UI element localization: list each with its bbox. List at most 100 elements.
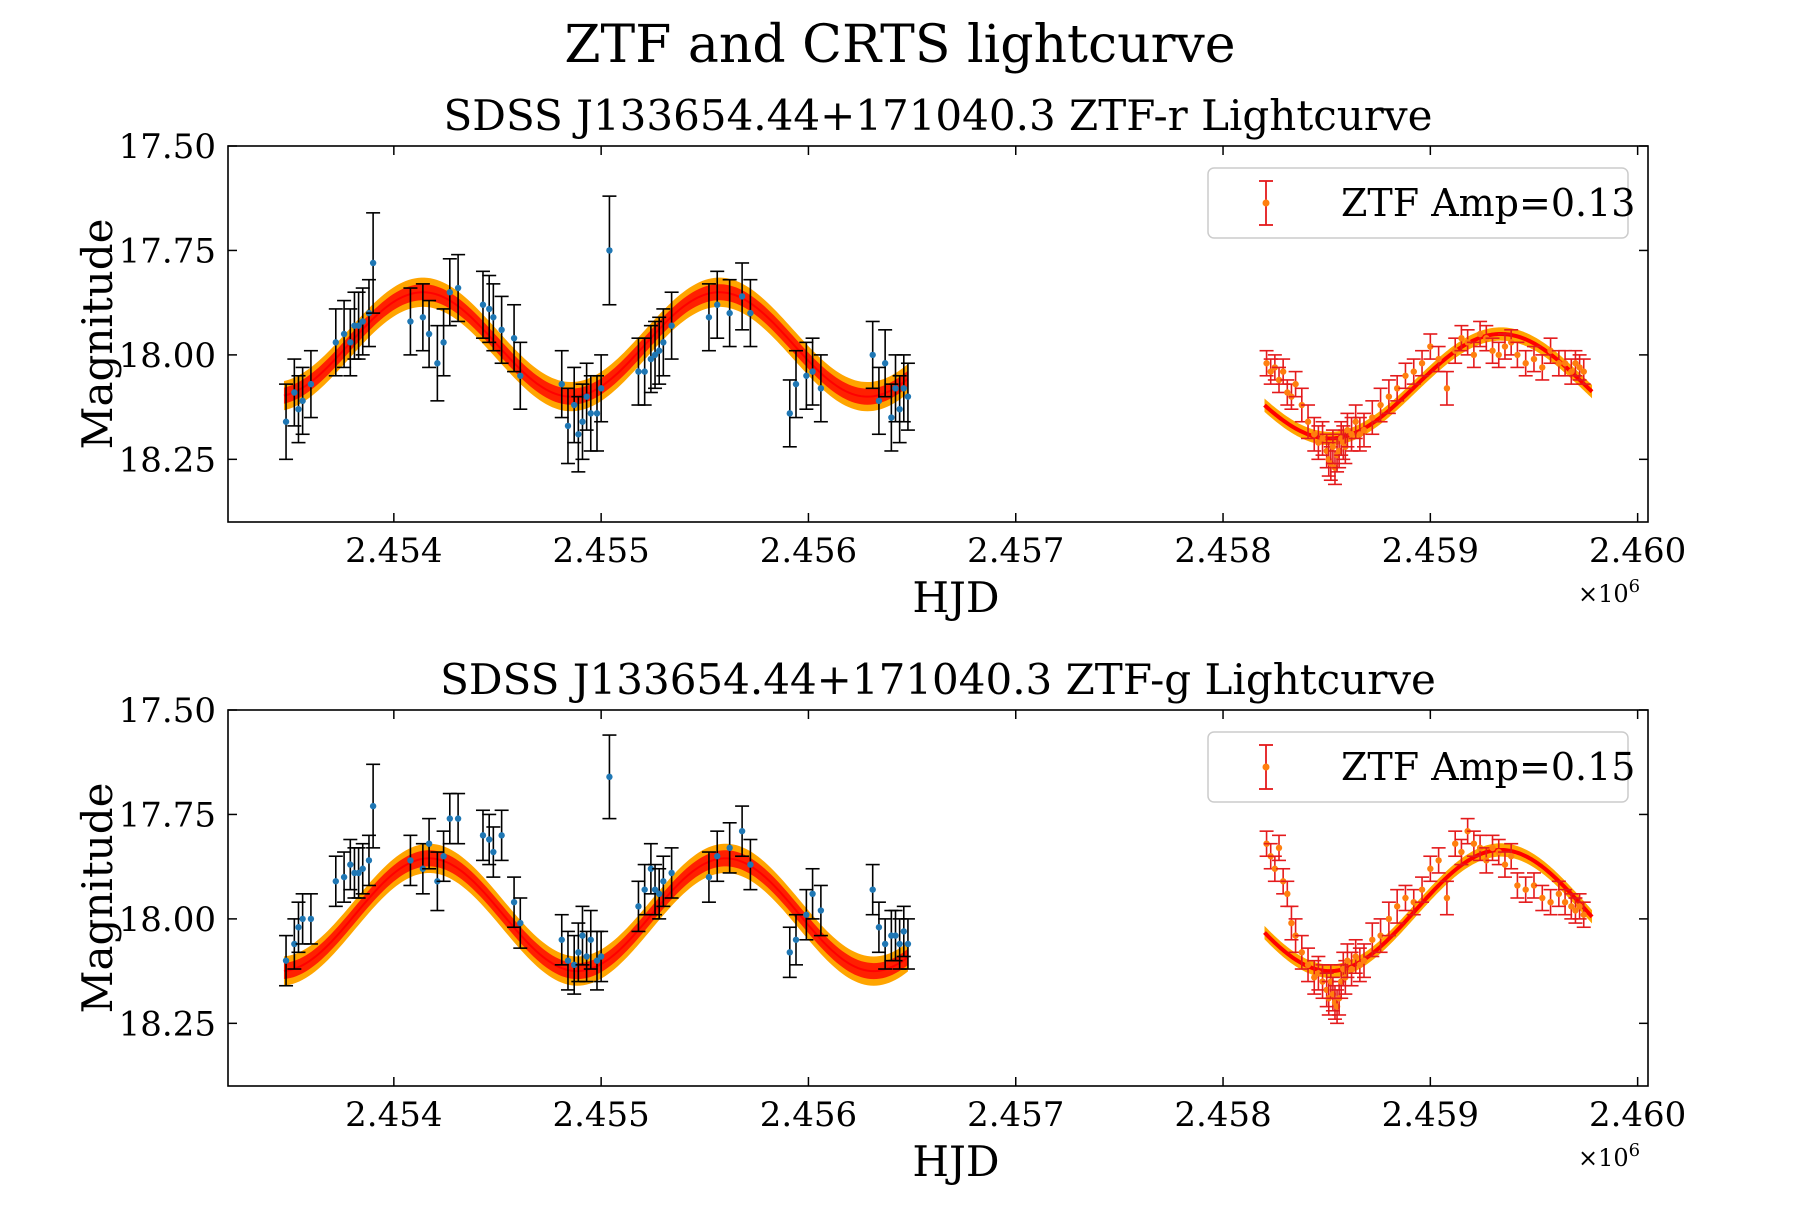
y-tick-label: 18.25 [119,440,216,480]
data-point [369,259,377,267]
data-point [655,890,663,898]
data-point [738,293,746,300]
panel-2: SDSS J133654.44+171040.3 ZTF-g Lightcurv… [73,655,1686,1186]
data-point [446,289,454,296]
data-point [1539,364,1546,371]
x-tick-label: 2.454 [345,1095,442,1135]
data-point [579,418,586,425]
data-point [1555,890,1563,898]
data-point [1435,355,1442,363]
y-tick-label: 17.50 [119,691,216,731]
legend-box [1207,731,1629,803]
data-point [407,318,414,325]
data-point [705,873,713,881]
data-point [485,836,493,843]
data-point [809,890,816,898]
data-point [803,372,810,379]
data-point [792,936,800,943]
data-point [1344,426,1351,434]
y-tick-label: 17.75 [119,795,216,835]
data-point [651,886,659,893]
data-point [641,368,648,375]
data-point [1356,431,1364,438]
x-tick-label: 2.456 [760,1095,857,1135]
data-point [900,928,907,935]
data-point [558,380,565,388]
x-tick-label: 2.456 [760,531,857,571]
data-point [1561,360,1569,367]
data-point [299,397,306,405]
data-point [1576,364,1583,371]
y-axis-label: Magnitude [73,782,122,1013]
data-point [1348,431,1355,438]
data-point [1311,431,1318,438]
data-point [485,305,493,313]
data-point [347,861,354,868]
crts-model-band-outer [283,843,908,986]
data-point [1393,903,1401,910]
data-point [1271,865,1279,872]
data-point [1410,368,1417,375]
data-point [1561,898,1569,906]
data-point [896,406,903,413]
data-point [347,339,354,346]
data-point [359,865,366,872]
axes-frame [227,709,1649,1087]
data-point [587,936,594,943]
data-point [498,832,505,839]
data-point [892,385,899,392]
data-point [606,247,613,254]
data-point [1507,853,1515,860]
data-point [1393,385,1401,392]
data-point [575,949,582,956]
legend-label: ZTF Amp=0.15 [1341,745,1635,789]
data-point [299,915,306,923]
data-point [647,865,655,872]
data-point [1311,974,1318,981]
data-point [440,853,447,860]
data-point [1304,961,1312,969]
data-point [1348,965,1355,973]
data-point [579,932,586,939]
data-point [1369,936,1376,943]
data-point [597,385,605,392]
data-point [454,284,462,292]
data-point [558,936,565,943]
data-point [1443,385,1451,392]
data-point [738,827,746,835]
data-point [282,957,290,964]
data-point [479,832,487,839]
legend: ZTF Amp=0.15 [1207,731,1635,803]
data-point [291,940,298,948]
data-point [1275,844,1283,852]
data-point [726,309,733,317]
data-point [1356,961,1364,969]
data-point [1470,840,1478,847]
panel-title: SDSS J133654.44+171040.3 ZTF-r Lightcurv… [444,91,1433,140]
y-tick-label: 17.50 [119,127,216,167]
data-point [1547,898,1554,906]
x-tick-label: 2.454 [345,531,442,571]
data-point [291,389,298,396]
data-point [1539,894,1546,902]
data-point [332,339,339,346]
data-point [1360,957,1368,964]
data-point [1522,886,1529,893]
data-point [1530,355,1538,363]
data-point [1572,907,1579,914]
data-point [651,351,659,359]
data-point [593,410,601,417]
data-point [881,940,889,948]
legend-marker [1262,763,1270,771]
crts-model-band-inner [283,284,908,405]
data-point [1495,351,1502,359]
data-point [1315,970,1322,977]
data-point [726,844,733,852]
data-point [1458,848,1465,856]
data-point [1267,368,1274,375]
data-point [892,932,899,939]
x-tick-label: 2.458 [1174,531,1271,571]
data-point [282,418,290,425]
data-point [1501,343,1509,350]
data-point [635,903,642,910]
